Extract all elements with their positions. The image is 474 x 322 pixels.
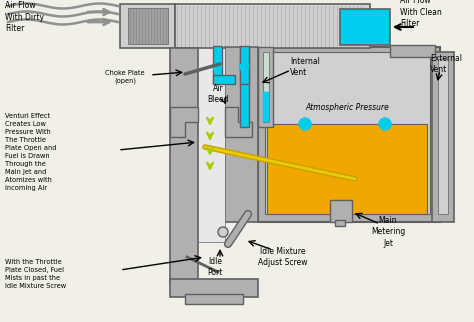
Bar	[128, 8, 168, 44]
Bar	[170, 279, 258, 297]
Text: Idle
Port: Idle Port	[207, 257, 223, 277]
Text: External
Vent: External Vent	[430, 54, 462, 74]
Text: Main
Metering
Jet: Main Metering Jet	[371, 216, 405, 248]
Circle shape	[379, 118, 391, 130]
Bar	[198, 48, 225, 242]
Bar	[240, 46, 249, 84]
Bar	[335, 220, 345, 226]
Text: Internal
Vent: Internal Vent	[290, 57, 320, 77]
Polygon shape	[225, 107, 252, 137]
Circle shape	[299, 118, 311, 130]
Polygon shape	[170, 107, 198, 137]
Bar	[265, 52, 430, 214]
Bar	[185, 294, 243, 304]
Bar	[175, 4, 370, 48]
Text: Air
Bleed: Air Bleed	[207, 84, 229, 104]
Bar	[213, 75, 235, 84]
Bar	[240, 49, 249, 127]
Bar	[340, 9, 390, 45]
Bar	[225, 47, 258, 222]
Circle shape	[218, 227, 228, 237]
Bar	[390, 45, 435, 57]
Text: Atmospheric Pressure: Atmospheric Pressure	[305, 102, 389, 111]
Bar	[258, 47, 440, 222]
Bar	[432, 52, 454, 222]
Bar	[267, 124, 427, 214]
Text: Idle Mixture
Adjust Screw: Idle Mixture Adjust Screw	[258, 247, 308, 267]
Bar	[263, 92, 269, 122]
Bar	[438, 59, 448, 214]
Text: Air Flow
With Dirty
Filter: Air Flow With Dirty Filter	[5, 1, 44, 33]
Bar	[213, 46, 222, 84]
Bar	[330, 200, 352, 222]
Text: Air Flow
With Clean
Filter: Air Flow With Clean Filter	[400, 0, 442, 28]
Bar	[170, 48, 198, 282]
Text: Venturi Effect
Creates Low
Pressure With
The Throttle
Plate Open and
Fuel is Dra: Venturi Effect Creates Low Pressure With…	[5, 113, 56, 191]
Bar	[263, 52, 269, 122]
Text: With the Throttle
Plate Closed, Fuel
Mists in past the
Idle Mixture Screw: With the Throttle Plate Closed, Fuel Mis…	[5, 259, 66, 289]
Text: Choke Plate
(open): Choke Plate (open)	[105, 70, 145, 84]
Bar	[120, 4, 175, 48]
Bar	[258, 47, 273, 127]
